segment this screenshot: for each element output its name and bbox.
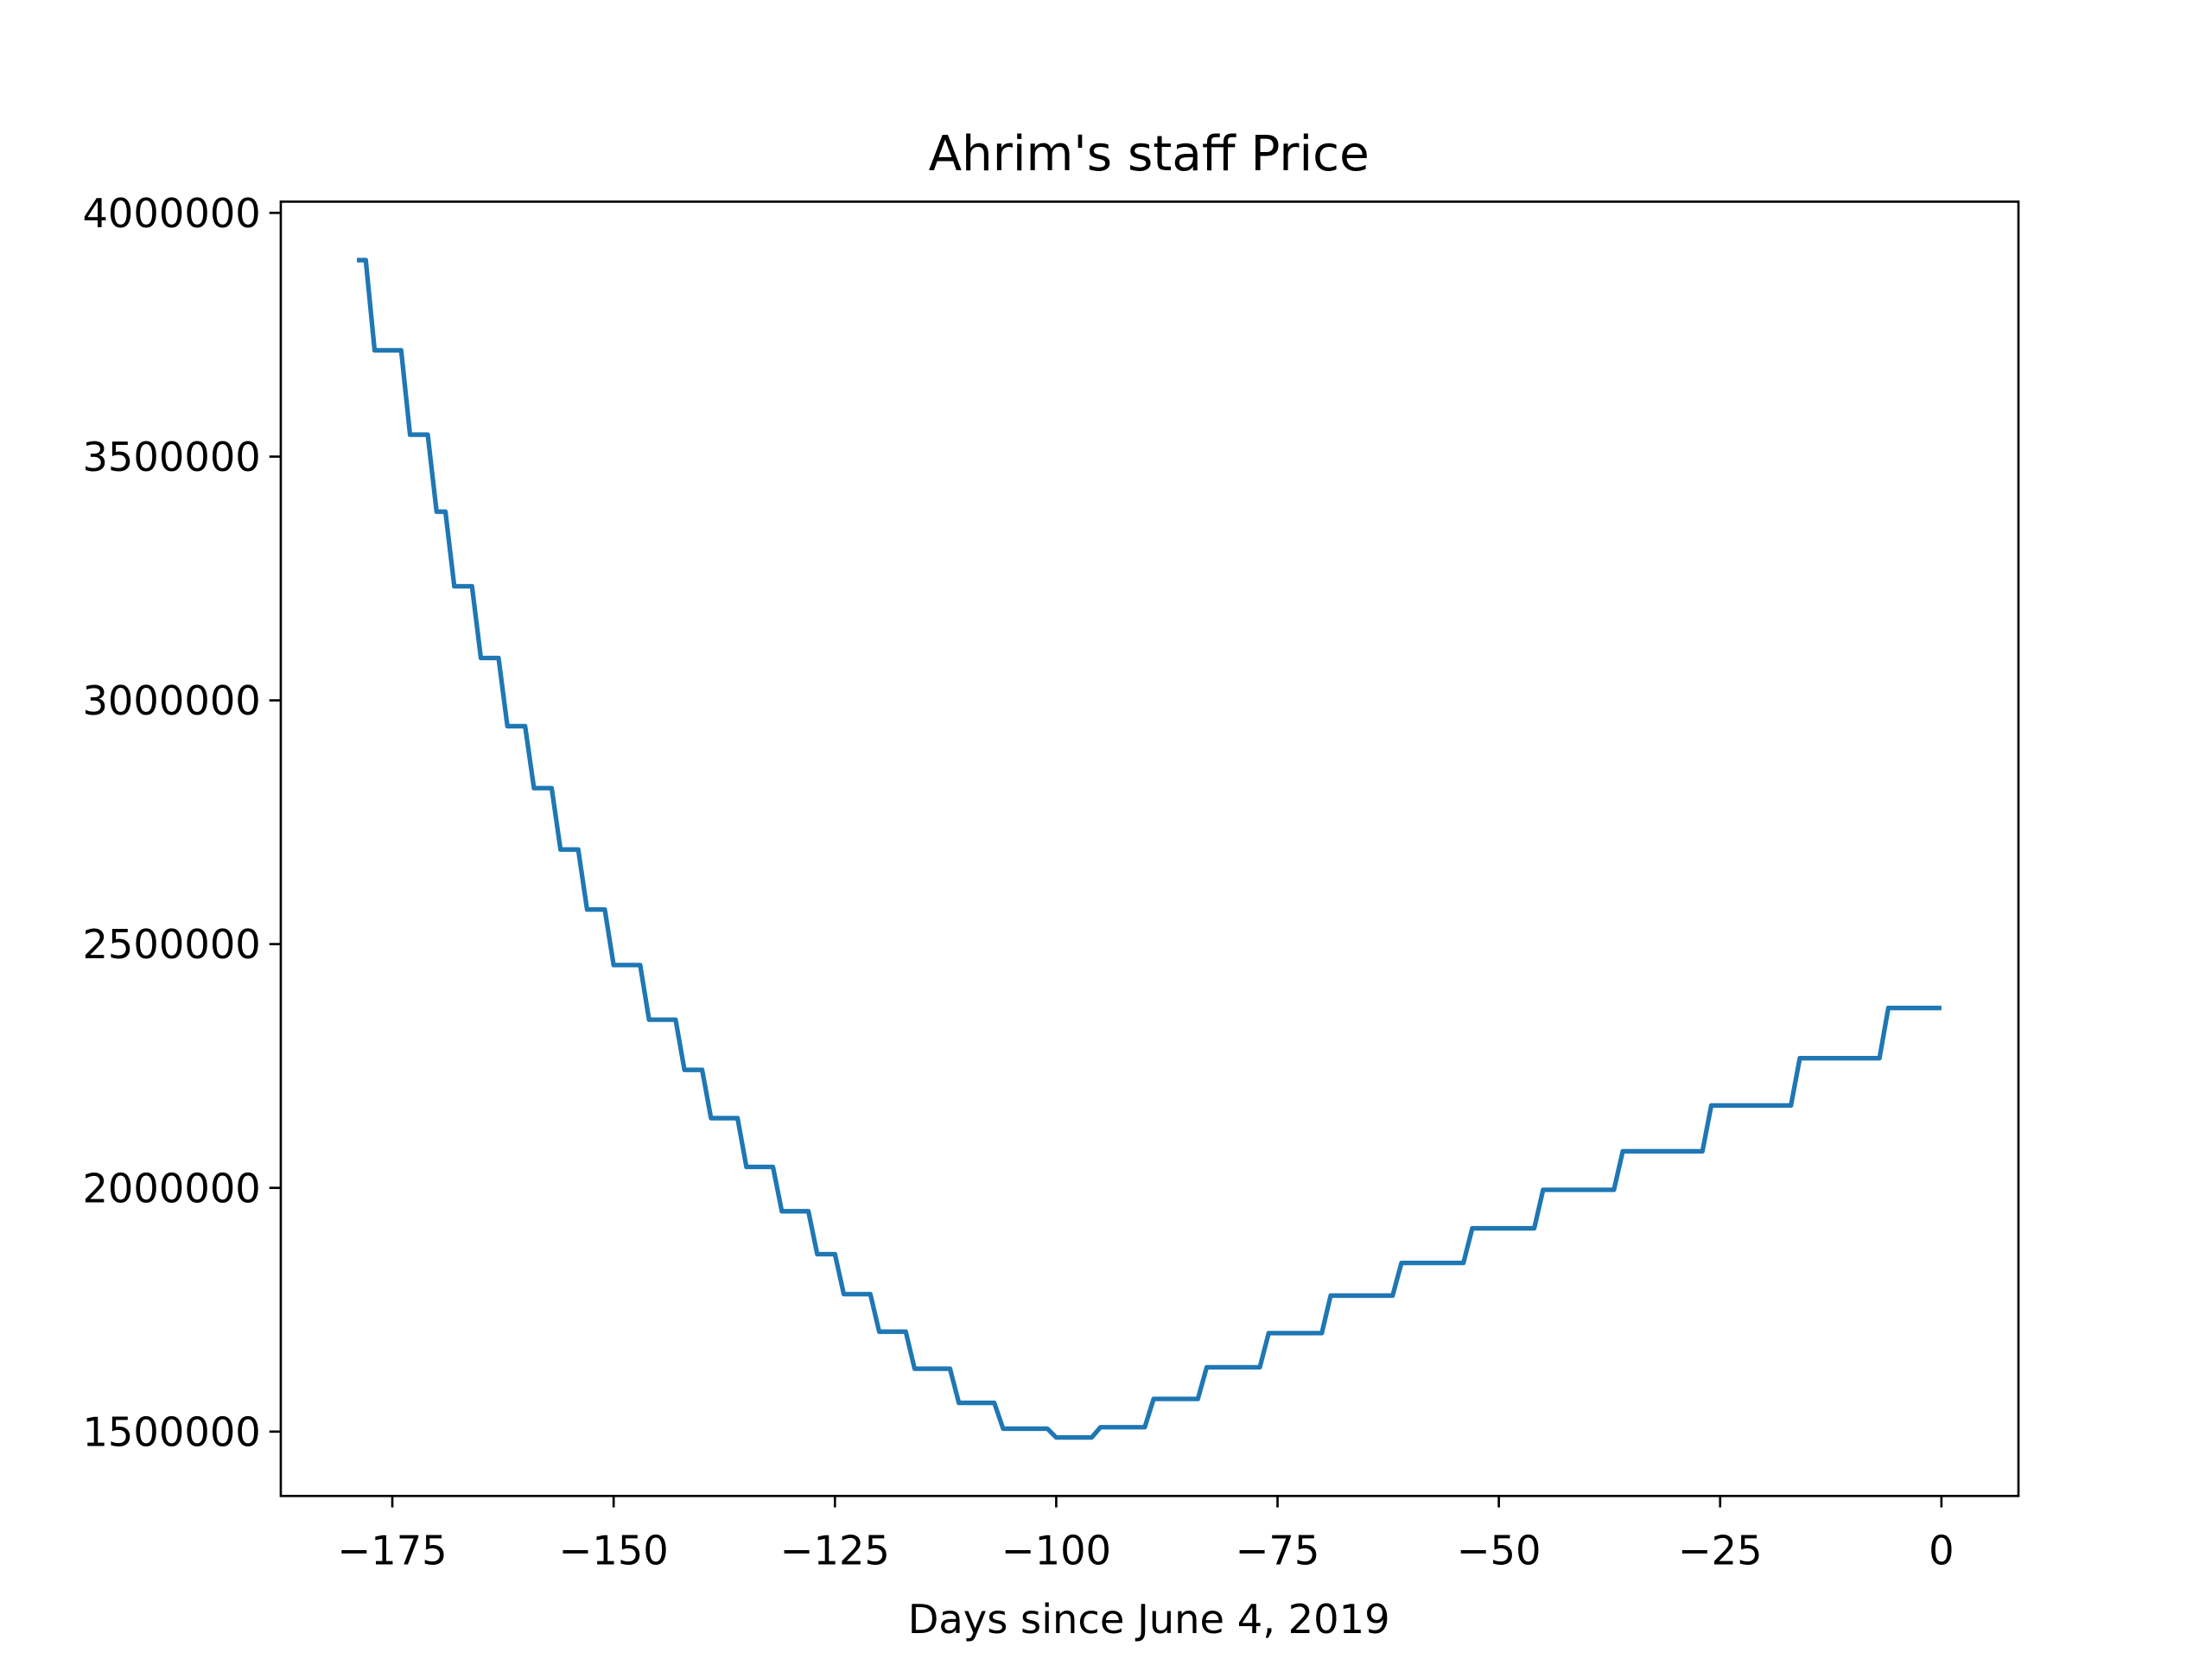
y-tick-label: 1500000 [82, 1408, 260, 1455]
y-tick-label: 3000000 [82, 677, 260, 724]
x-tick-label: −50 [1457, 1528, 1541, 1574]
x-tick-label: −150 [559, 1528, 669, 1574]
y-tick-label: 2500000 [82, 921, 260, 968]
x-tick-label: −175 [337, 1528, 447, 1574]
x-tick-label: −75 [1236, 1528, 1320, 1574]
x-tick-label: −125 [780, 1528, 890, 1574]
chart-title: Ahrim's staff Price [929, 126, 1370, 182]
plot-frame [279, 200, 2020, 1497]
x-tick-label: −25 [1678, 1528, 1763, 1574]
x-tick-label: 0 [1929, 1528, 1954, 1574]
line-series [357, 257, 1942, 1440]
y-tick-label: 4000000 [82, 190, 260, 237]
y-tick-label: 2000000 [82, 1165, 260, 1211]
x-axis-label: Days since June 4, 2019 [908, 1596, 1390, 1643]
x-tick-label: −100 [1001, 1528, 1111, 1574]
y-tick-label: 3500000 [82, 434, 260, 480]
